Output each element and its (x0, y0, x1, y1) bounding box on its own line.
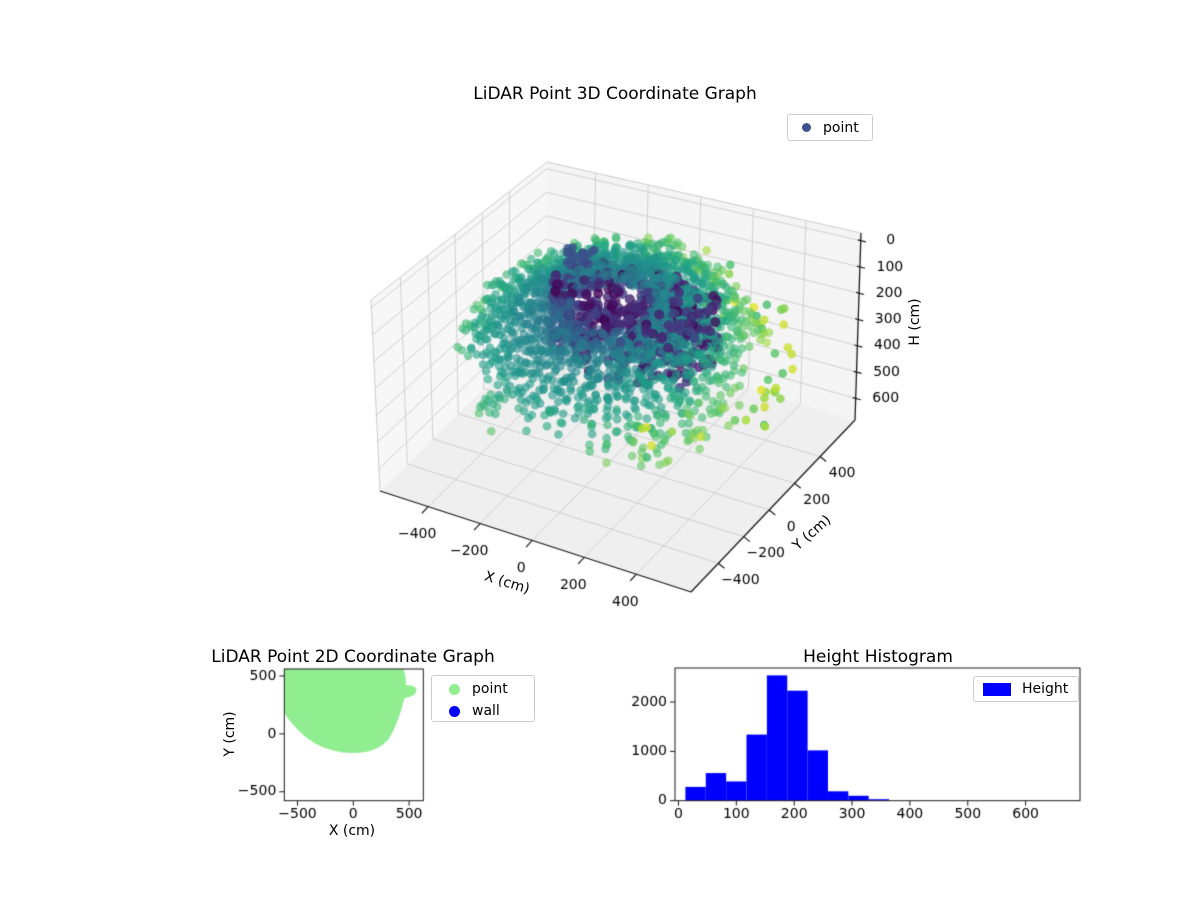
histogram-title: Height Histogram (803, 647, 953, 667)
height-swatch-icon (983, 682, 1011, 696)
x-axis-label-2d: X (cm) (328, 823, 376, 839)
legend-label-wall-2d: wall (472, 703, 500, 719)
y-axis-label-2d: Y (cm) (222, 711, 238, 757)
legend-histogram: Height (973, 676, 1079, 702)
point-marker-icon (449, 683, 460, 695)
wall-marker-icon (449, 705, 460, 717)
chart2d-title: LiDAR Point 2D Coordinate Graph (211, 647, 495, 667)
point-marker-icon (802, 123, 811, 132)
legend-3d: point (787, 114, 873, 141)
legend-label-point-3d: point (823, 119, 859, 136)
legend-label-point-2d: point (472, 681, 508, 697)
legend-item-point: point (432, 678, 534, 700)
legend-item-wall: wall (432, 700, 534, 722)
legend-label-height: Height (1022, 681, 1069, 697)
legend-2d: point wall (431, 675, 535, 722)
chart3d-title: LiDAR Point 3D Coordinate Graph (473, 84, 757, 104)
z-axis-label-3d: H (cm) (907, 298, 923, 346)
